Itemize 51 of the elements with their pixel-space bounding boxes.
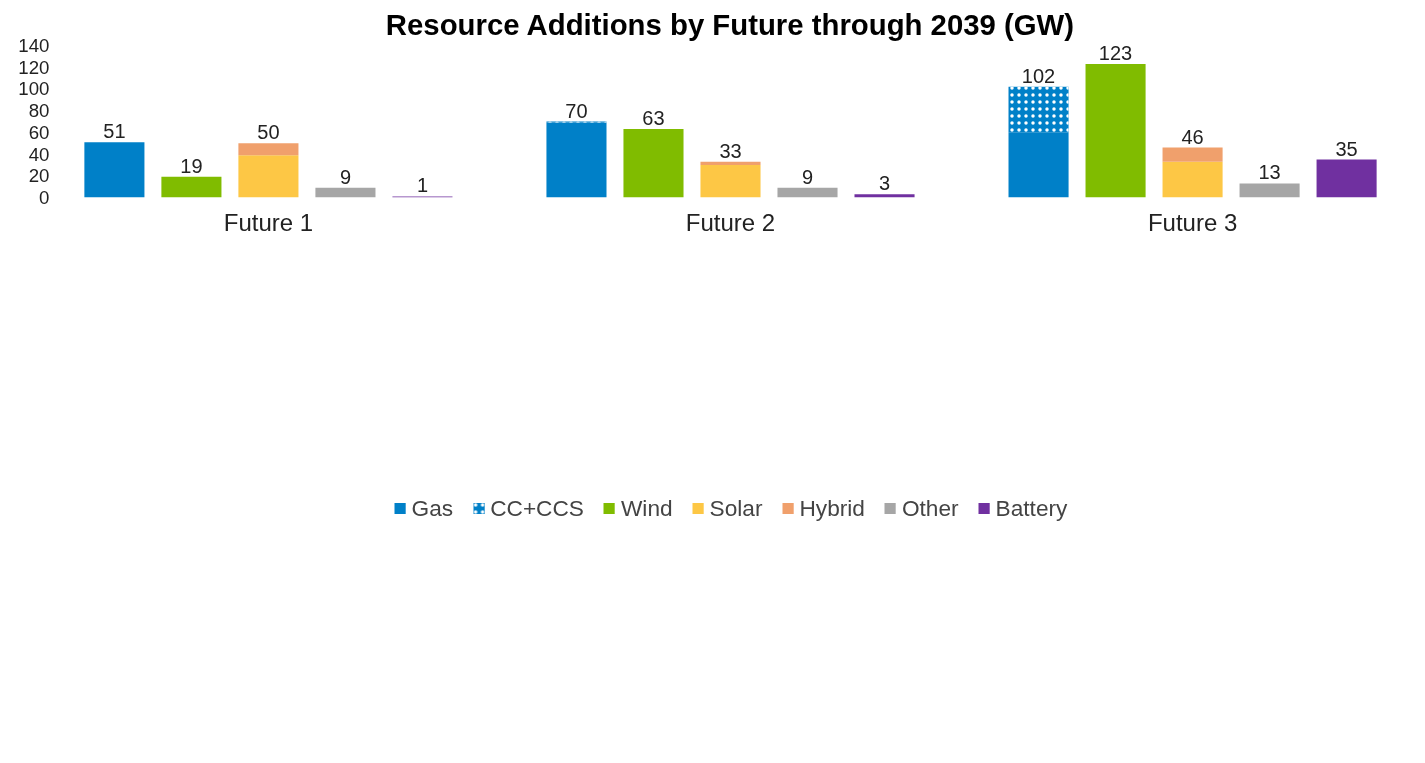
bar	[700, 161, 761, 165]
total-label: 70	[565, 99, 588, 122]
bar	[161, 176, 222, 198]
y-tick-label: 60	[28, 121, 50, 143]
bar	[1316, 159, 1377, 198]
total-label: 9	[339, 165, 352, 188]
bar	[238, 155, 299, 198]
legend-label: Battery	[995, 494, 1068, 522]
bar	[315, 187, 376, 198]
total-label: 63	[642, 107, 665, 130]
total-label: 50	[257, 121, 280, 144]
y-tick-label: 80	[28, 100, 50, 122]
y-tick-label: 0	[39, 187, 50, 208]
y-tick-label: 20	[28, 165, 50, 187]
y-tick-label: 40	[28, 143, 50, 165]
legend-label: Solar	[709, 494, 763, 522]
y-tick-label: 120	[18, 56, 50, 78]
total-label: 19	[180, 154, 203, 177]
legend-label: Gas	[411, 494, 454, 522]
bar	[1085, 63, 1146, 198]
y-tick-label: 140	[18, 35, 50, 56]
total-label: 13	[1258, 161, 1281, 184]
bar	[623, 129, 684, 198]
total-label: 1	[416, 174, 429, 197]
chart-title: Resource Additions by Future through 2039 (GW)	[385, 7, 1075, 41]
bar	[1008, 132, 1069, 198]
x-tick-label: Future 2	[685, 208, 776, 236]
legend-label: Hybrid	[799, 494, 865, 522]
bar	[546, 122, 607, 198]
total-label: 3	[878, 172, 891, 195]
total-label: 51	[103, 120, 126, 143]
bar	[777, 187, 838, 198]
bar	[238, 143, 299, 156]
bar	[1239, 183, 1300, 198]
legend-label: Wind	[620, 494, 673, 522]
bar	[854, 194, 915, 198]
y-tick-label: 100	[18, 78, 50, 100]
total-label: 102	[1021, 64, 1056, 87]
legend-label: Other	[901, 494, 959, 522]
total-label: 33	[719, 139, 742, 162]
total-label: 46	[1181, 125, 1204, 148]
x-tick-label: Future 3	[1147, 208, 1238, 236]
legend-label: CC+CCS	[490, 494, 584, 522]
total-label: 35	[1335, 137, 1358, 160]
total-label: 9	[801, 165, 814, 188]
x-tick-label: Future 1	[223, 208, 314, 236]
bar	[700, 164, 761, 198]
bar	[84, 142, 145, 198]
total-label: 123	[1098, 41, 1133, 64]
bar	[1162, 161, 1223, 198]
bar	[1162, 147, 1223, 162]
